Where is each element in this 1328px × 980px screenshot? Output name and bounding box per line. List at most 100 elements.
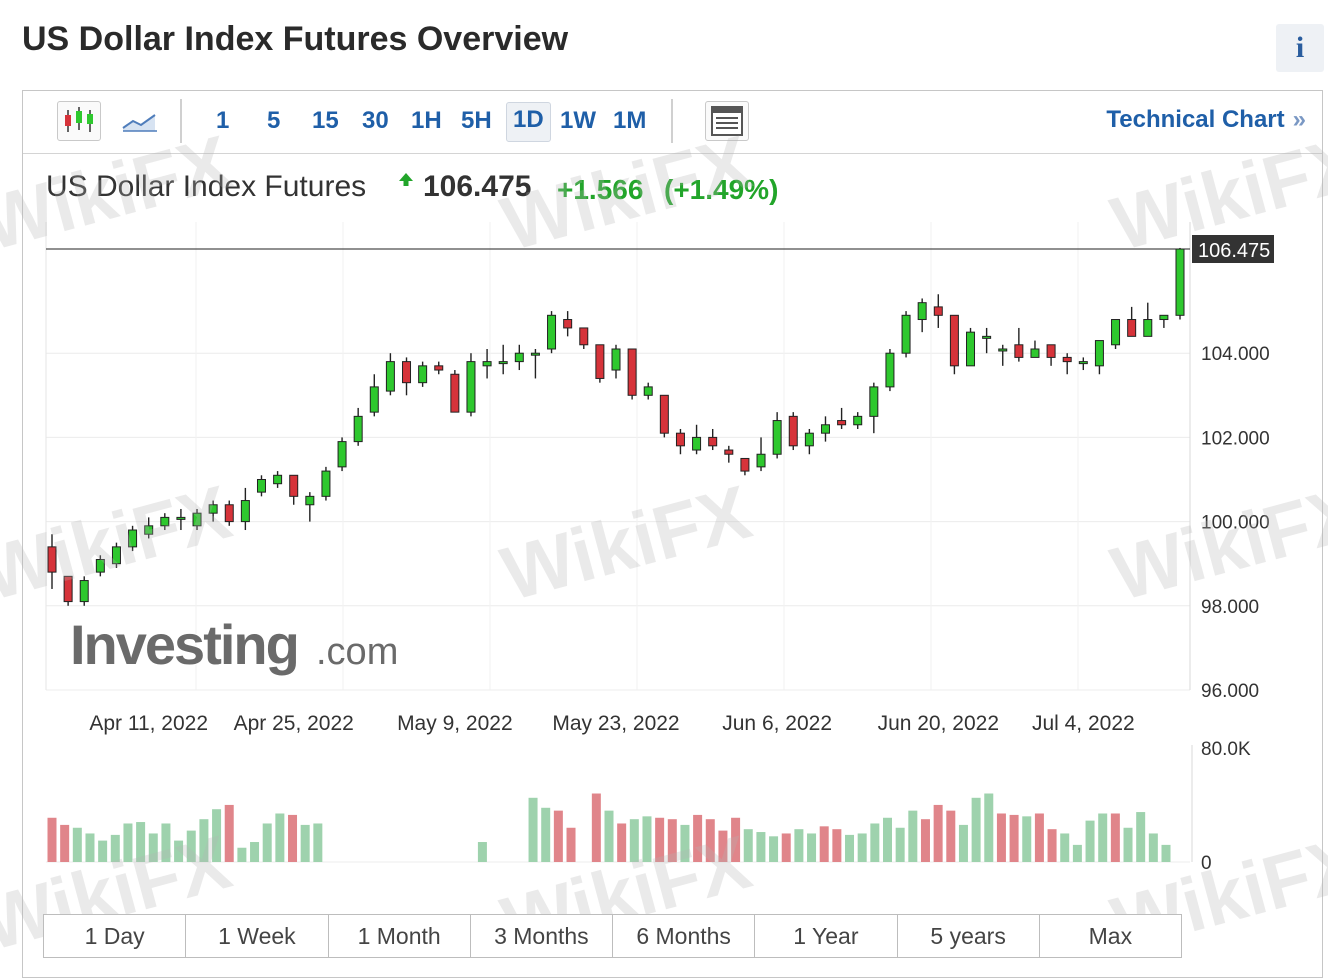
period-30[interactable]: 30 <box>362 107 389 134</box>
volume-bar <box>693 814 703 862</box>
candle-up <box>530 352 540 356</box>
volume-bar <box>212 809 222 862</box>
candle-down <box>47 546 57 573</box>
period-1m[interactable]: 1M <box>613 107 647 134</box>
candle <box>47 534 57 589</box>
volume-bar <box>250 842 260 862</box>
volume-bar <box>920 819 930 862</box>
candle <box>273 471 283 488</box>
candle <box>659 394 669 438</box>
volume-bar <box>1148 833 1158 862</box>
candle-up <box>208 504 218 514</box>
layout-icon[interactable] <box>705 101 749 141</box>
period-1d[interactable]: 1D <box>506 102 551 142</box>
volume-bar <box>477 842 487 862</box>
range-1-week[interactable]: 1 Week <box>186 915 329 957</box>
date-tick-label: May 9, 2022 <box>397 712 513 735</box>
candle <box>128 525 138 552</box>
candle-down <box>563 319 573 329</box>
candle-up <box>466 361 476 413</box>
candle <box>643 382 653 400</box>
candle-down <box>949 314 959 367</box>
info-icon[interactable]: i <box>1276 24 1324 72</box>
period-1h[interactable]: 1H <box>411 107 442 134</box>
range-1-year[interactable]: 1 Year <box>755 915 898 957</box>
range-1-day[interactable]: 1 Day <box>44 915 187 957</box>
period-1[interactable]: 1 <box>216 107 230 134</box>
period-15[interactable]: 15 <box>312 107 339 134</box>
volume-bar <box>971 797 981 862</box>
volume-bar <box>743 829 753 862</box>
candle <box>224 500 234 526</box>
volume-bar <box>1136 812 1146 862</box>
volume-bar <box>629 819 639 862</box>
candle <box>530 348 540 379</box>
candle-up <box>128 529 138 548</box>
volume-bar <box>908 810 918 862</box>
price-change-percent: (+1.49%) <box>664 174 779 205</box>
volume-bar <box>1072 844 1082 862</box>
volume-bar <box>857 833 867 862</box>
candle-up <box>79 580 89 603</box>
range-1-month[interactable]: 1 Month <box>328 915 471 957</box>
technical-chart-label: Technical Chart <box>1106 106 1285 133</box>
volume-bar <box>1034 813 1044 862</box>
candle <box>724 445 734 463</box>
current-price-tag: 106.475 <box>1192 235 1274 264</box>
volume-bar <box>199 819 209 862</box>
volume-bar <box>1085 820 1095 862</box>
volume-bar <box>275 813 285 862</box>
range-3-months[interactable]: 3 Months <box>470 915 613 957</box>
volume-bar <box>528 797 538 862</box>
candle <box>982 327 992 354</box>
candle <box>418 361 428 387</box>
candle-up <box>176 516 186 520</box>
candle-down <box>63 575 73 603</box>
candle-up <box>869 386 879 417</box>
page-title: US Dollar Index Futures Overview <box>22 20 569 58</box>
volume-bar <box>756 832 766 862</box>
volume-bar <box>1123 827 1133 862</box>
range-5-years[interactable]: 5 years <box>897 915 1040 957</box>
candle <box>208 500 218 522</box>
candle-up <box>547 314 557 350</box>
volume-tick-label: 80.0K <box>1201 739 1251 760</box>
candle <box>337 437 347 472</box>
current-price-label: 106.475 <box>1198 240 1270 262</box>
technical-chart-link[interactable]: Technical Chart » <box>1106 106 1306 134</box>
candle <box>289 474 299 505</box>
chart-frame <box>22 90 1323 978</box>
candle <box>675 428 685 455</box>
volume-bar <box>667 819 677 862</box>
candle <box>1046 344 1056 366</box>
price-change: +1.566 <box>557 174 644 205</box>
candle-up <box>1111 319 1121 346</box>
candle-up <box>95 558 105 573</box>
volume-bar <box>832 829 842 862</box>
candle <box>579 327 589 349</box>
investing-logo: Investing .com <box>69 612 398 677</box>
volume-bars <box>47 793 1171 862</box>
volume-bar <box>553 810 563 862</box>
volume-bar <box>769 836 779 862</box>
candle-down <box>450 373 460 413</box>
period-1w[interactable]: 1W <box>560 107 596 134</box>
candle-up <box>1143 319 1153 337</box>
price-tick-label: 102.000 <box>1201 428 1270 449</box>
candle <box>804 428 814 455</box>
volume-bar <box>1110 813 1120 862</box>
period-5[interactable]: 5 <box>267 107 281 134</box>
candle <box>369 374 379 417</box>
volume-bar <box>591 793 601 862</box>
candle-down <box>1062 356 1072 363</box>
candle <box>160 513 170 531</box>
candlestick-icon[interactable] <box>57 101 101 141</box>
line-chart-icon[interactable] <box>119 101 163 141</box>
volume-bar <box>1047 829 1057 862</box>
period-5h[interactable]: 5H <box>461 107 492 134</box>
range-max[interactable]: Max <box>1039 915 1181 957</box>
range-6-months[interactable]: 6 Months <box>613 915 756 957</box>
candle-up <box>321 470 331 497</box>
candle-down <box>224 504 234 523</box>
